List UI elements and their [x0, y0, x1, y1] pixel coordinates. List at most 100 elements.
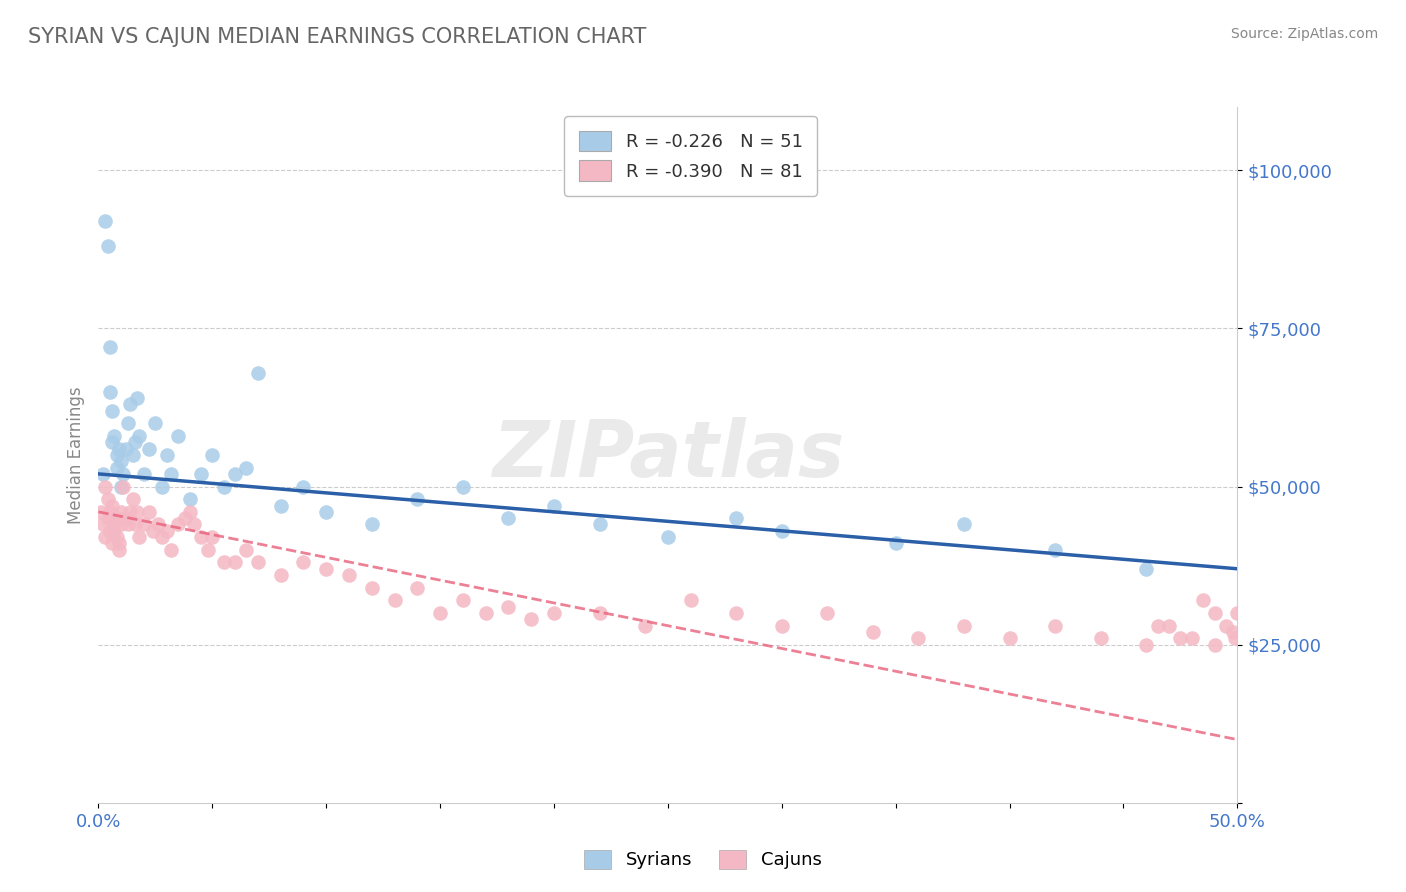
Point — [128, 530, 150, 544]
Point — [725, 606, 748, 620]
Point — [770, 524, 793, 538]
Point — [657, 530, 679, 544]
Point — [150, 530, 173, 544]
Point — [520, 612, 543, 626]
Point — [91, 467, 114, 481]
Point — [110, 505, 132, 519]
Point — [101, 435, 124, 450]
Point — [246, 556, 269, 570]
Point — [315, 562, 337, 576]
Point — [1135, 562, 1157, 576]
Point — [1192, 593, 1215, 607]
Point — [543, 499, 565, 513]
Point — [105, 530, 128, 544]
Point — [150, 479, 173, 493]
Point — [174, 511, 197, 525]
Point — [128, 429, 150, 443]
Point — [190, 530, 212, 544]
Point — [108, 536, 131, 550]
Point — [1157, 618, 1180, 632]
Point — [406, 492, 429, 507]
Point — [474, 606, 496, 620]
Point — [315, 505, 337, 519]
Point — [212, 556, 235, 570]
Point — [235, 460, 257, 475]
Point — [160, 467, 183, 481]
Point — [127, 391, 149, 405]
Point — [953, 517, 976, 532]
Point — [270, 499, 292, 513]
Point — [156, 524, 179, 538]
Point — [98, 524, 121, 538]
Point — [1135, 638, 1157, 652]
Point — [406, 581, 429, 595]
Point — [884, 536, 907, 550]
Point — [108, 542, 131, 557]
Point — [138, 505, 160, 519]
Point — [1090, 632, 1112, 646]
Point — [124, 517, 146, 532]
Point — [1043, 618, 1066, 632]
Point — [120, 397, 142, 411]
Point — [160, 542, 183, 557]
Point — [1215, 618, 1237, 632]
Point — [815, 606, 838, 620]
Point — [127, 505, 149, 519]
Text: ZIPatlas: ZIPatlas — [492, 417, 844, 493]
Point — [235, 542, 257, 557]
Point — [246, 366, 269, 380]
Point — [110, 454, 132, 468]
Point — [212, 479, 235, 493]
Point — [360, 581, 382, 595]
Point — [451, 479, 474, 493]
Point — [998, 632, 1021, 646]
Point — [108, 442, 131, 456]
Point — [292, 556, 315, 570]
Point — [90, 505, 112, 519]
Point — [1146, 618, 1168, 632]
Point — [337, 568, 360, 582]
Point — [634, 618, 657, 632]
Point — [117, 517, 139, 532]
Point — [679, 593, 702, 607]
Point — [862, 625, 884, 640]
Point — [179, 505, 201, 519]
Point — [1223, 632, 1246, 646]
Point — [96, 492, 118, 507]
Point — [121, 448, 143, 462]
Point — [94, 530, 117, 544]
Point — [543, 606, 565, 620]
Point — [112, 467, 135, 481]
Point — [105, 460, 128, 475]
Point — [451, 593, 474, 607]
Legend: Syrians, Cajuns: Syrians, Cajuns — [575, 841, 831, 879]
Text: Source: ZipAtlas.com: Source: ZipAtlas.com — [1230, 27, 1378, 41]
Point — [145, 417, 167, 431]
Point — [132, 517, 155, 532]
Text: SYRIAN VS CAJUN MEDIAN EARNINGS CORRELATION CHART: SYRIAN VS CAJUN MEDIAN EARNINGS CORRELAT… — [28, 27, 647, 46]
Point — [1043, 542, 1066, 557]
Point — [103, 524, 125, 538]
Point — [167, 517, 190, 532]
Point — [224, 467, 246, 481]
Point — [110, 479, 132, 493]
Point — [429, 606, 451, 620]
Point — [1226, 606, 1249, 620]
Point — [224, 556, 246, 570]
Point — [953, 618, 976, 632]
Point — [201, 448, 224, 462]
Point — [121, 492, 143, 507]
Point — [110, 517, 132, 532]
Point — [360, 517, 382, 532]
Point — [907, 632, 929, 646]
Point — [91, 517, 114, 532]
Point — [103, 517, 125, 532]
Point — [197, 542, 219, 557]
Y-axis label: Median Earnings: Median Earnings — [66, 386, 84, 524]
Point — [142, 524, 165, 538]
Point — [98, 505, 121, 519]
Point — [498, 599, 520, 614]
Point — [201, 530, 224, 544]
Point — [124, 435, 146, 450]
Point — [179, 492, 201, 507]
